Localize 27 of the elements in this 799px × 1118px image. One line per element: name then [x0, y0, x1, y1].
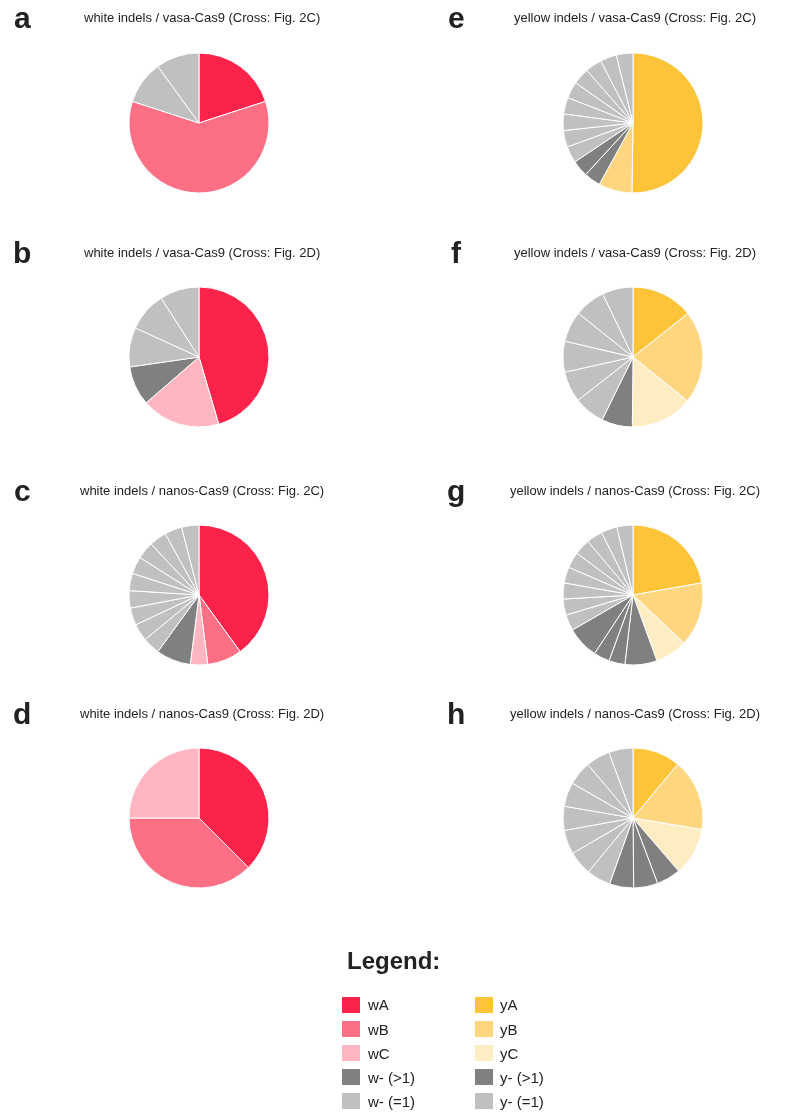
category-label: y- (>1)	[500, 1069, 544, 1086]
chart-title: yellow indels / nanos-Cas9 (Cross: Fig. 2D)	[510, 706, 760, 721]
category-label: w- (>1)	[367, 1069, 416, 1086]
category-label: yA	[500, 996, 518, 1013]
text: Legend:	[347, 947, 441, 974]
text: h	[447, 697, 466, 730]
category-label: wA	[367, 996, 389, 1013]
chart-title: white indels / vasa-Cas9 (Cross: Fig. 2D)	[83, 245, 321, 260]
text: g	[447, 474, 466, 507]
chart-title: white indels / vasa-Cas9 (Cross: Fig. 2C)	[83, 10, 321, 25]
text: a	[14, 1, 31, 34]
category-label: y- (=1)	[500, 1093, 544, 1110]
chart-title: white indels / nanos-Cas9 (Cross: Fig. 2D)	[79, 706, 325, 721]
text: c	[14, 474, 31, 507]
chart-title: yellow indels / nanos-Cas9 (Cross: Fig. 2C)	[510, 483, 760, 498]
category-label: wB	[367, 1021, 389, 1038]
category-label: yC	[500, 1045, 519, 1062]
chart-title: white indels / nanos-Cas9 (Cross: Fig. 2C)	[79, 483, 325, 498]
text: f	[451, 236, 462, 269]
category-label: yB	[500, 1021, 518, 1038]
category-label: wC	[367, 1045, 390, 1062]
chart-title: yellow indels / vasa-Cas9 (Cross: Fig. 2D)	[514, 245, 757, 260]
text: d	[13, 697, 32, 730]
text: b	[13, 236, 32, 269]
category-label: w- (=1)	[367, 1093, 416, 1110]
chart-title: yellow indels / vasa-Cas9 (Cross: Fig. 2C)	[514, 10, 757, 25]
text: e	[448, 1, 465, 34]
